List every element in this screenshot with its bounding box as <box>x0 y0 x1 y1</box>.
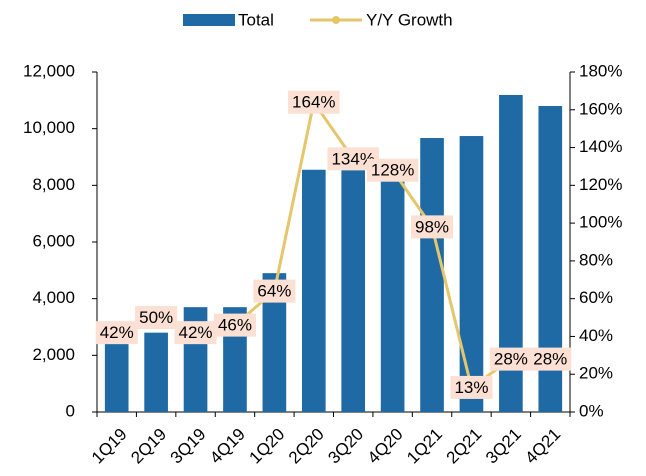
data-label: 128% <box>366 158 419 182</box>
legend-swatch <box>183 14 235 26</box>
x-tick-label: 2Q21 <box>443 425 486 468</box>
data-label: 46% <box>213 313 256 337</box>
data-label: 28% <box>489 347 532 371</box>
y2-tick-label: 160% <box>579 99 622 118</box>
y2-tick-label: 180% <box>579 61 622 80</box>
data-label-box <box>327 147 379 171</box>
x-tick-label: 3Q20 <box>324 425 367 468</box>
data-label-box <box>135 306 178 330</box>
y-tick-label: 6,000 <box>32 231 75 250</box>
data-label-text: 50% <box>139 308 173 327</box>
bar <box>341 165 366 412</box>
x-tick-label: 4Q20 <box>364 425 407 468</box>
data-label-box <box>450 375 493 399</box>
data-label-text: 164% <box>292 93 335 112</box>
y2-tick-label: 140% <box>579 137 622 156</box>
data-label-box <box>411 215 454 239</box>
x-tick-label: 1Q19 <box>88 425 131 468</box>
bar <box>262 273 287 412</box>
y2-tick-label: 0% <box>579 401 604 420</box>
data-label-text: 28% <box>494 350 528 369</box>
y2-tick-label: 120% <box>579 175 622 194</box>
bar <box>104 338 129 412</box>
data-label-text: 42% <box>179 323 213 342</box>
data-label: 42% <box>174 321 217 345</box>
x-tick-label: 4Q21 <box>521 425 564 468</box>
data-label-text: 46% <box>218 316 252 335</box>
data-label: 28% <box>529 347 572 371</box>
data-label-text: 134% <box>331 149 374 168</box>
data-label-text: 13% <box>454 378 488 397</box>
data-label: 50% <box>135 306 178 330</box>
y-tick-label: 10,000 <box>23 118 75 137</box>
y2-tick-label: 80% <box>579 250 613 269</box>
y-tick-label: 2,000 <box>32 345 75 364</box>
y-tick-label: 8,000 <box>32 175 75 194</box>
data-label-text: 42% <box>100 323 134 342</box>
bar <box>380 174 405 412</box>
y2-tick-label: 20% <box>579 364 613 383</box>
data-label-box <box>529 347 572 371</box>
data-label-box <box>366 158 419 182</box>
data-label-box <box>95 321 138 345</box>
data-label-text: 28% <box>533 350 567 369</box>
data-label-box <box>489 347 532 371</box>
data-label: 42% <box>95 321 138 345</box>
data-label-box <box>174 321 217 345</box>
data-label: 13% <box>450 375 493 399</box>
x-tick-label: 3Q21 <box>482 425 525 468</box>
data-label-text: 128% <box>371 161 414 180</box>
data-label: 164% <box>288 90 340 114</box>
bar <box>499 94 523 412</box>
x-tick-label: 4Q19 <box>206 425 249 468</box>
data-label: 134% <box>327 147 379 171</box>
x-tick-label: 2Q19 <box>127 425 170 468</box>
y-tick-label: 0 <box>66 401 75 420</box>
y2-tick-label: 40% <box>579 326 613 345</box>
y2-tick-label: 100% <box>579 213 622 232</box>
bar <box>144 332 168 412</box>
legend-label: Y/Y Growth <box>366 10 453 29</box>
bar <box>538 106 563 412</box>
x-tick-label: 2Q20 <box>285 425 328 468</box>
y-tick-label: 4,000 <box>32 288 75 307</box>
data-label-text: 64% <box>257 282 291 301</box>
y-tick-label: 12,000 <box>23 61 75 80</box>
x-tick-label: 1Q21 <box>403 425 446 468</box>
legend-dot <box>332 16 340 24</box>
x-tick-label: 1Q20 <box>246 425 289 468</box>
data-label-box <box>288 90 340 114</box>
data-label: 64% <box>253 279 296 303</box>
legend-label: Total <box>238 10 274 29</box>
data-label-text: 98% <box>415 217 449 236</box>
growth-line <box>116 98 551 390</box>
data-label-box <box>213 313 256 337</box>
bar <box>420 138 444 412</box>
data-label: 98% <box>411 215 454 239</box>
y2-tick-label: 60% <box>579 288 613 307</box>
x-tick-label: 3Q19 <box>167 425 210 468</box>
data-label-box <box>253 279 296 303</box>
bar <box>459 136 484 413</box>
bar <box>301 169 326 412</box>
